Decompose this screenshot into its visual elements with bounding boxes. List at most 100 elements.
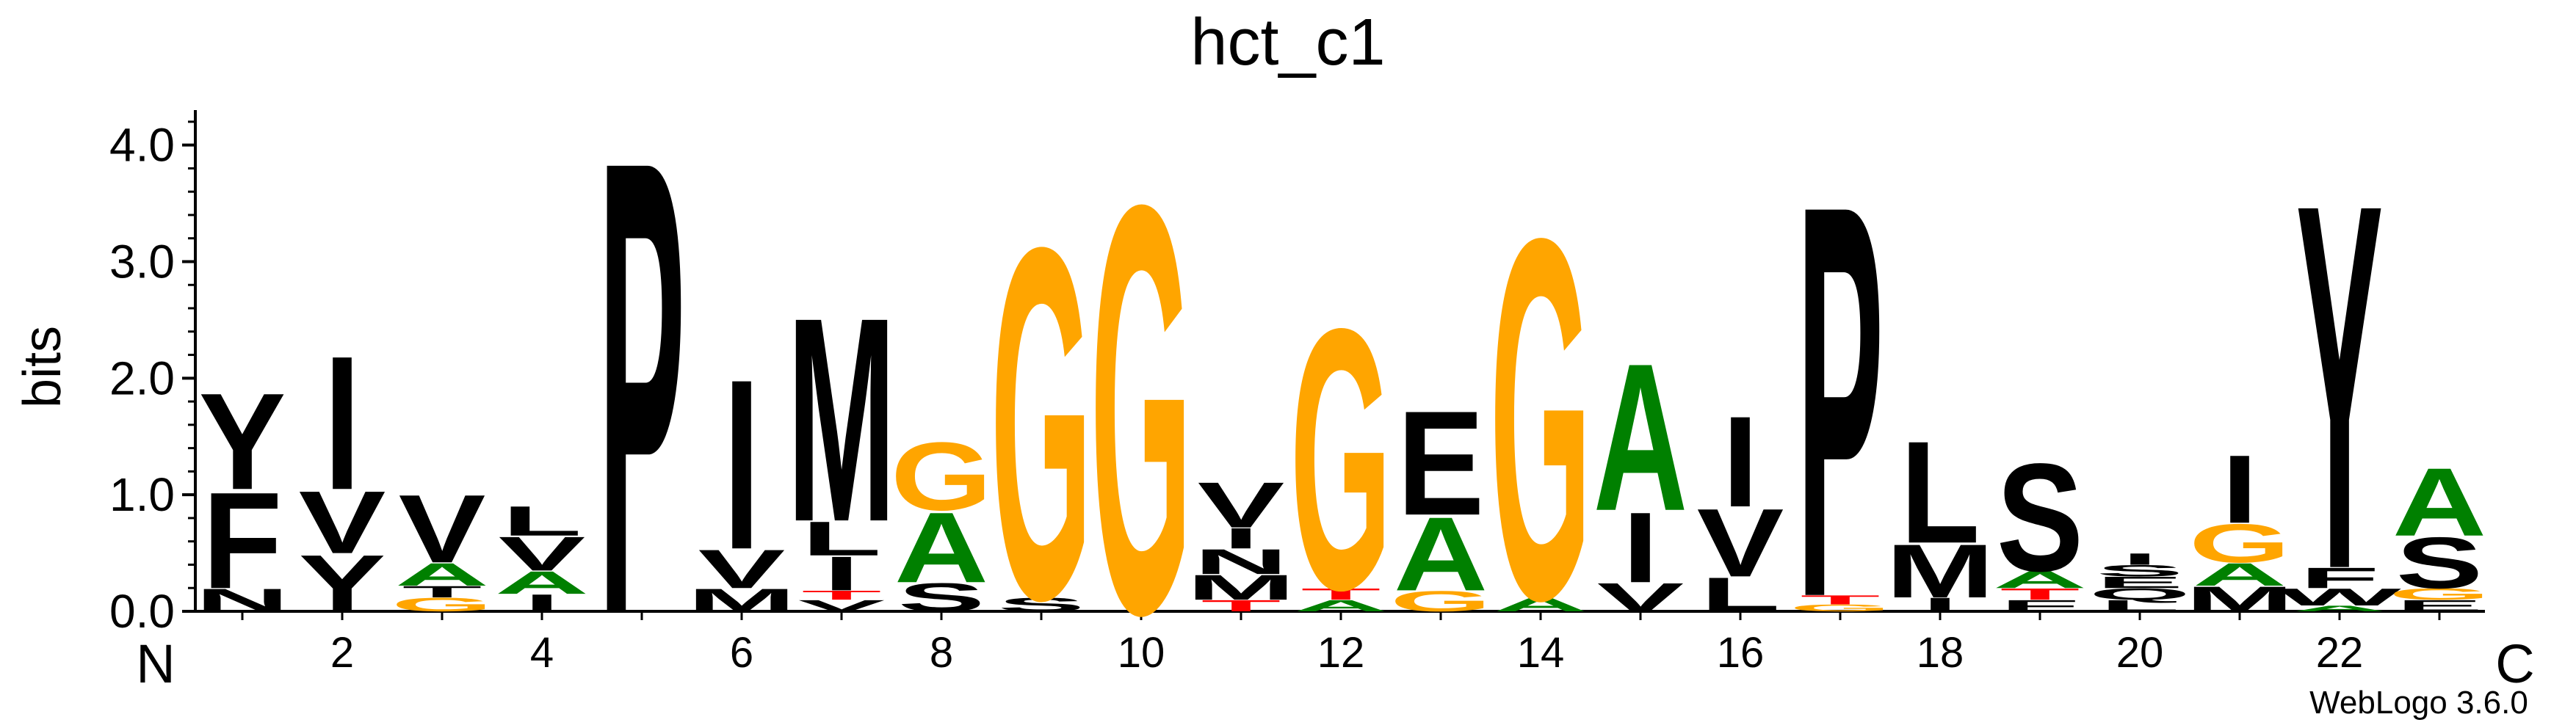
logo-letter-g: G	[391, 594, 493, 616]
logo-letter-i: I	[2221, 435, 2257, 544]
logo-letter-l: L	[2100, 597, 2180, 615]
logo-letter-s: S	[898, 575, 985, 620]
logo-letter-v: V	[299, 473, 386, 572]
y-tick-label: 2.0	[109, 352, 175, 404]
logo-letter-f: F	[203, 464, 283, 617]
logo-letter-v: V	[399, 475, 486, 583]
logo-letter-g: G	[891, 423, 992, 531]
y-tick-label: 1.0	[109, 468, 175, 521]
logo-column-16: LVI	[1697, 390, 1784, 622]
logo-letter-s: S	[2096, 561, 2184, 580]
logo-letter-e: E	[2396, 597, 2483, 615]
logo-column-15: VIA	[1593, 319, 1687, 620]
logo-letter-e: E	[1397, 380, 1485, 547]
logo-letter-p: P	[1797, 89, 1884, 715]
logo-letter-a: A	[2193, 557, 2287, 593]
logo-letter-l: L	[802, 512, 882, 567]
logo-letter-y: Y	[299, 539, 386, 629]
logo-letter-l: L	[1900, 410, 1980, 573]
logo-letter-l: L	[502, 498, 582, 545]
logo-column-5: P	[598, 25, 686, 728]
logo-column-17: GTP	[1790, 89, 1891, 715]
logo-letter-t: T	[2000, 585, 2080, 603]
logo-column-9: SG	[991, 143, 1092, 704]
logo-letter-g: G	[2389, 585, 2490, 603]
logo-letter-a: A	[395, 557, 489, 593]
axes: 0.0 1.0 2.0 3.0 4.0 2 4 6 8 10 12 14 16 18 20 22	[109, 110, 2485, 677]
weblogo-version-footer: WebLogo 3.6.0	[2309, 685, 2528, 721]
logo-letter-q: Q	[2089, 585, 2190, 603]
logo-letter-f: F	[2000, 597, 2080, 615]
y-tick-label: 3.0	[109, 235, 175, 288]
logo-letter-i: I	[524, 589, 560, 616]
logo-letter-i: I	[1922, 594, 1958, 616]
logo-letter-i: I	[1223, 522, 1259, 554]
logo-letter-a: A	[1993, 566, 2087, 593]
x-tick-label: 4	[530, 629, 554, 677]
logo-letter-a: A	[1394, 496, 1488, 614]
logo-letter-y: Y	[2296, 95, 2384, 677]
logo-column-6: MVI	[687, 330, 796, 618]
logo-letter-f: F	[2300, 561, 2380, 594]
logo-letter-i: I	[723, 330, 759, 600]
logo-letter-g: G	[2189, 512, 2290, 574]
logo-letter-a: A	[1294, 597, 1388, 615]
logo-letter-a: A	[1593, 319, 1687, 555]
logo-letter-n: N	[1194, 542, 1288, 581]
x-tick-label: 20	[2116, 629, 2164, 677]
logo-letter-t: T	[802, 588, 882, 603]
logo-letter-v: V	[1697, 489, 1784, 597]
logo-column-12: ATG	[1290, 251, 1392, 667]
logo-letter-m: M	[787, 258, 896, 583]
logo-letter-m: M	[1886, 528, 1994, 614]
logo-letter-v: V	[798, 597, 886, 615]
y-tick-label: 4.0	[109, 119, 175, 172]
logo-letter-v: V	[499, 527, 586, 581]
logo-column-18: IML	[1886, 410, 1994, 616]
x-tick-label: 8	[930, 629, 953, 677]
logo-letter-t: T	[1301, 585, 1381, 603]
logo-letter-i: I	[324, 316, 360, 530]
logo-letter-g: G	[1790, 603, 1891, 614]
logo-letter-a: A	[2392, 448, 2486, 557]
x-tick-label: 2	[330, 629, 354, 677]
logo-letter-g: G	[1290, 251, 1392, 667]
logo-letter-e: E	[2096, 573, 2184, 592]
x-tick-label: 18	[1917, 629, 1964, 677]
logo-column-1: NFY	[195, 365, 289, 619]
logo-letter-a: A	[495, 565, 589, 601]
logo-letter-g: G	[1490, 133, 1591, 707]
c-terminus-label: C	[2495, 633, 2534, 694]
logo-letter-s: S	[1997, 432, 2084, 604]
x-tick-label: 16	[1717, 629, 1765, 677]
logo-letter-g: G	[1390, 585, 1491, 617]
logo-letter-t: T	[402, 583, 482, 601]
logo-column-14: AG	[1490, 133, 1591, 707]
logo-letter-l: L	[1701, 568, 1781, 622]
n-terminus-label: N	[136, 633, 175, 694]
logo-letter-s: S	[998, 594, 1085, 616]
logo-letter-g: G	[991, 143, 1092, 704]
x-tick-label: 6	[730, 629, 753, 677]
logo-letter-p: P	[598, 25, 686, 728]
logo-letter-t: T	[1201, 597, 1281, 615]
logo-letter-a: A	[894, 491, 988, 603]
logo-letter-i: I	[2121, 550, 2157, 568]
logo-letter-g: G	[1090, 84, 1192, 728]
x-tick-label: 12	[1317, 629, 1365, 677]
logo-column-10: G	[1090, 84, 1192, 728]
x-tick-label: 14	[1517, 629, 1565, 677]
logo-letter-y: Y	[199, 365, 286, 518]
logo-letter-n: N	[195, 582, 289, 618]
logo-letter-w: W	[2278, 583, 2401, 611]
